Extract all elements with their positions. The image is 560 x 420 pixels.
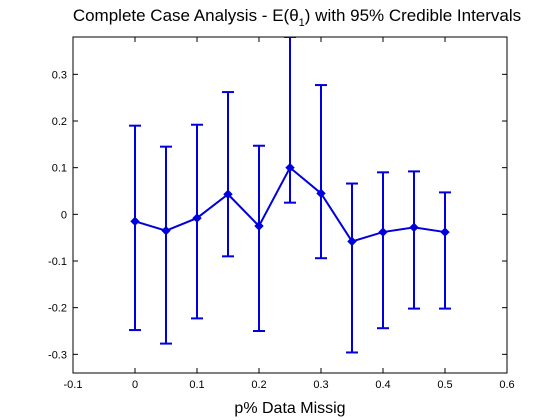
- y-tick-label: -0.1: [48, 256, 67, 268]
- data-point-marker: [378, 227, 388, 237]
- x-axis-label: p% Data Missig: [234, 400, 345, 417]
- chart-title-tail: ) with 95% Credible Intervals: [305, 6, 521, 25]
- y-tick-label: -0.2: [48, 303, 67, 315]
- data-point-marker: [192, 213, 202, 223]
- data-point-marker: [409, 222, 419, 233]
- data-point-marker: [285, 162, 295, 173]
- data-point-marker: [316, 188, 326, 199]
- series-layer: [129, 37, 451, 354]
- x-tick-label: 0.6: [499, 379, 514, 391]
- x-tick-label: 0.4: [375, 379, 390, 391]
- y-tick-label: 0.1: [52, 163, 67, 175]
- x-tick-label: 0.2: [251, 379, 266, 391]
- y-tick-label: 0.3: [52, 69, 67, 81]
- y-tick-label: -0.3: [48, 349, 67, 361]
- data-point-marker: [254, 221, 264, 231]
- chart-title: Complete Case Analysis - E(θ1) with 95% …: [73, 6, 521, 29]
- x-tick-label: 0.5: [437, 379, 452, 391]
- x-tick-label: 0: [132, 379, 138, 391]
- chart-title-subscript: 1: [299, 17, 305, 29]
- data-point-marker: [347, 236, 357, 247]
- data-point-marker: [440, 227, 450, 237]
- data-point-marker: [130, 216, 140, 227]
- chart-title-main: Complete Case Analysis - E(θ: [73, 6, 299, 25]
- y-tick-label: 0.2: [52, 116, 67, 128]
- x-axis: -0.1 0 0.1 0.2 0.3 0.4 0.5 0.6: [64, 37, 515, 391]
- x-tick-label: 0.1: [189, 379, 204, 391]
- data-point-marker: [161, 225, 171, 236]
- data-point-marker: [223, 189, 233, 199]
- x-tick-label: 0.3: [313, 379, 328, 391]
- y-axis: -0.3 -0.2 -0.1 0 0.1 0.2 0.3: [48, 69, 507, 361]
- x-tick-label: -0.1: [64, 379, 83, 391]
- y-tick-label: 0: [61, 209, 67, 221]
